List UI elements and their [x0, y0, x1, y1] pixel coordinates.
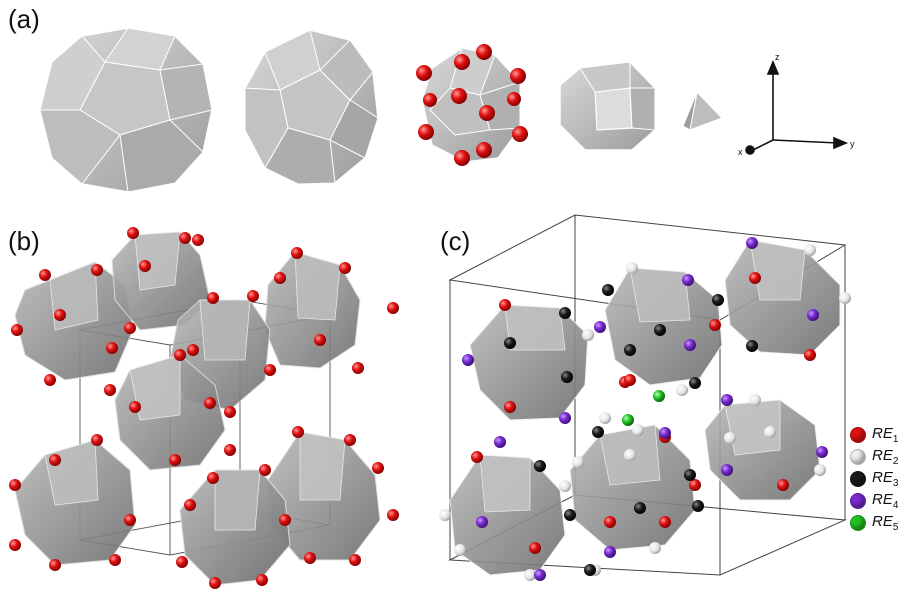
- icosahedron-re1-atoms: [416, 44, 528, 166]
- panel-c-re5-atoms: [622, 390, 665, 426]
- legend-item-re5: RE5: [850, 512, 898, 534]
- re1-swatch-icon: [850, 427, 866, 443]
- legend-label-re2: RE2: [872, 447, 899, 467]
- icosahedron-re1: [421, 47, 521, 163]
- panel-c-re2-atoms: [439, 244, 851, 581]
- icosa-b-7: [267, 431, 381, 561]
- icosa-c-5: [569, 424, 696, 551]
- icosa-c-1: [469, 304, 589, 421]
- panel-a-label: (a): [8, 4, 40, 34]
- icosa-b-2: [111, 231, 211, 331]
- legend-item-re1: RE1: [850, 424, 898, 446]
- icosa-b-6: [14, 439, 136, 566]
- legend-label-re5: RE5: [872, 513, 899, 533]
- tetrahedron: [682, 90, 724, 131]
- panel-c-re3-atoms: [504, 284, 758, 576]
- re5-swatch-icon: [850, 515, 866, 531]
- legend-item-re2: RE2: [850, 446, 898, 468]
- axis-x-label: x: [738, 147, 743, 157]
- polyhedron-small: [559, 61, 656, 151]
- polyhedron-large-2: [244, 29, 379, 185]
- panel-b-re1-atoms: [9, 227, 399, 589]
- panel-c-re4-atoms: [462, 237, 828, 581]
- panel-b-structure: [9, 227, 399, 589]
- icosa-c-6: [704, 399, 821, 501]
- axis-triad: [745, 59, 849, 155]
- legend-label-re1: RE1: [872, 425, 899, 445]
- re2-swatch-icon: [850, 449, 866, 465]
- icosa-b-3: [264, 251, 361, 369]
- panel-c-structure: [439, 214, 851, 581]
- panel-b-label: (b): [8, 226, 40, 256]
- re4-swatch-icon: [850, 493, 866, 509]
- panel-a-polyhedra: z y x: [39, 27, 855, 193]
- polyhedron-large-1: [39, 27, 213, 193]
- icosa-c-4: [449, 454, 566, 576]
- panel-c-label: (c): [440, 226, 471, 256]
- atom-legend: RE1 RE2 RE3 RE4 RE5: [850, 424, 898, 534]
- axis-z-label: z: [775, 52, 780, 62]
- icosa-c-3: [724, 239, 841, 356]
- re3-swatch-icon: [850, 471, 866, 487]
- axis-y-label: y: [850, 139, 855, 149]
- legend-label-re4: RE4: [872, 491, 899, 511]
- legend-item-re4: RE4: [850, 490, 898, 512]
- icosa-b-8: [179, 469, 291, 586]
- legend-item-re3: RE3: [850, 468, 898, 490]
- legend-label-re3: RE3: [872, 469, 899, 489]
- icosa-b-5: [114, 354, 226, 471]
